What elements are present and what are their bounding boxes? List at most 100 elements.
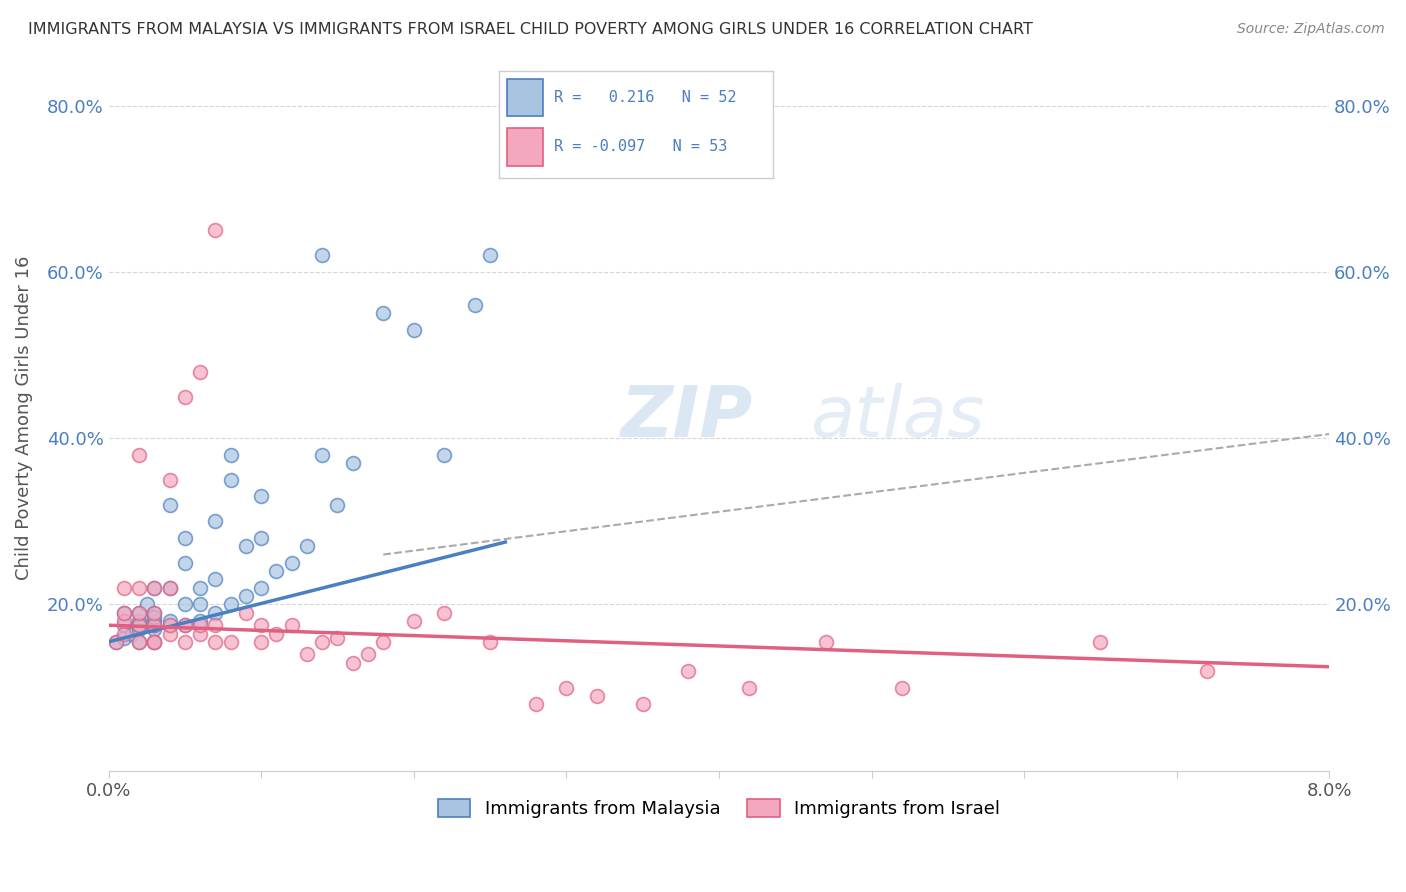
Point	[1090, 635, 1112, 649]
Point	[112, 618, 135, 632]
Point	[128, 614, 150, 628]
Point	[128, 618, 150, 632]
Point	[250, 489, 273, 503]
Point	[433, 448, 456, 462]
Point	[188, 626, 211, 640]
Point	[143, 581, 166, 595]
Text: R = -0.097   N = 53: R = -0.097 N = 53	[554, 139, 727, 154]
Point	[159, 618, 181, 632]
Point	[250, 618, 273, 632]
Point	[143, 635, 166, 649]
Point	[402, 323, 425, 337]
Point	[143, 606, 166, 620]
Point	[188, 618, 211, 632]
Text: atlas: atlas	[810, 383, 986, 452]
Legend: Immigrants from Malaysia, Immigrants from Israel: Immigrants from Malaysia, Immigrants fro…	[430, 791, 1008, 825]
Point	[159, 581, 181, 595]
Y-axis label: Child Poverty Among Girls Under 16: Child Poverty Among Girls Under 16	[15, 255, 32, 580]
Point	[143, 618, 166, 632]
Point	[128, 606, 150, 620]
Point	[204, 606, 226, 620]
Point	[311, 635, 333, 649]
Point	[1197, 664, 1219, 678]
Point	[188, 614, 211, 628]
Point	[128, 606, 150, 620]
Bar	[508, 128, 543, 166]
Point	[174, 390, 197, 404]
Point	[280, 618, 302, 632]
Point	[479, 248, 502, 262]
Point	[219, 473, 242, 487]
Point	[295, 539, 318, 553]
Point	[174, 556, 197, 570]
Point	[357, 648, 380, 662]
Point	[112, 626, 135, 640]
Point	[204, 514, 226, 528]
Point	[159, 581, 181, 595]
Point	[143, 606, 166, 620]
Point	[174, 598, 197, 612]
Point	[204, 618, 226, 632]
Point	[188, 365, 211, 379]
Point	[586, 689, 609, 703]
Point	[112, 581, 135, 595]
Point	[250, 635, 273, 649]
Point	[128, 635, 150, 649]
Point	[188, 581, 211, 595]
Point	[266, 564, 288, 578]
Point	[128, 635, 150, 649]
Point	[105, 635, 128, 649]
Point	[112, 606, 135, 620]
Point	[159, 626, 181, 640]
Point	[143, 618, 166, 632]
Text: ZIP: ZIP	[621, 383, 754, 452]
Text: R =   0.216   N = 52: R = 0.216 N = 52	[554, 90, 737, 105]
Point	[112, 606, 135, 620]
Point	[524, 697, 547, 711]
Point	[266, 626, 288, 640]
Point	[326, 498, 349, 512]
Point	[105, 635, 128, 649]
Point	[555, 681, 578, 695]
Point	[174, 618, 197, 632]
Point	[219, 635, 242, 649]
Point	[311, 448, 333, 462]
Point	[143, 614, 166, 628]
Point	[219, 448, 242, 462]
Point	[135, 598, 157, 612]
Point	[204, 573, 226, 587]
Point	[128, 623, 150, 637]
Point	[204, 635, 226, 649]
Point	[188, 598, 211, 612]
Point	[235, 539, 257, 553]
Point	[280, 556, 302, 570]
Point	[121, 626, 143, 640]
Point	[891, 681, 914, 695]
Point	[402, 614, 425, 628]
Point	[738, 681, 761, 695]
Point	[311, 248, 333, 262]
Point	[128, 581, 150, 595]
Point	[479, 635, 502, 649]
Point	[250, 581, 273, 595]
Text: IMMIGRANTS FROM MALAYSIA VS IMMIGRANTS FROM ISRAEL CHILD POVERTY AMONG GIRLS UND: IMMIGRANTS FROM MALAYSIA VS IMMIGRANTS F…	[28, 22, 1033, 37]
Point	[174, 635, 197, 649]
Point	[143, 635, 166, 649]
Point	[174, 531, 197, 545]
Point	[143, 581, 166, 595]
Point	[326, 631, 349, 645]
Point	[814, 635, 837, 649]
Point	[250, 531, 273, 545]
Point	[464, 298, 486, 312]
Point	[342, 656, 364, 670]
Point	[678, 664, 700, 678]
Point	[128, 618, 150, 632]
Point	[174, 618, 197, 632]
Point	[235, 606, 257, 620]
Point	[373, 306, 395, 320]
Point	[159, 498, 181, 512]
Text: Source: ZipAtlas.com: Source: ZipAtlas.com	[1237, 22, 1385, 37]
Point	[295, 648, 318, 662]
Point	[159, 614, 181, 628]
Point	[112, 614, 135, 628]
